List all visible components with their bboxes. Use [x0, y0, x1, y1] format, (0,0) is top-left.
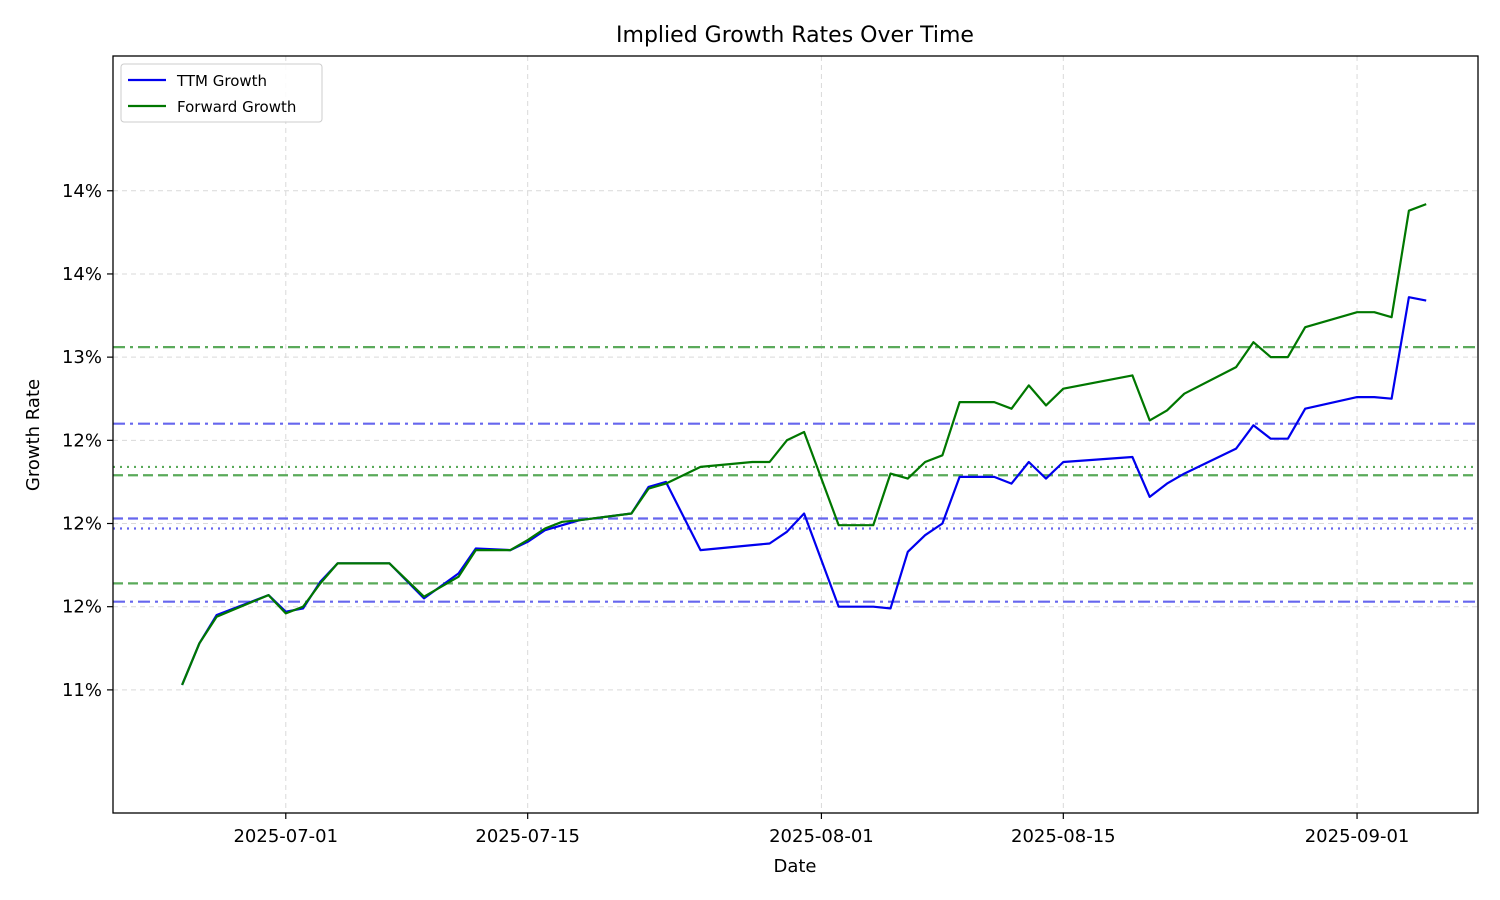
- x-tick-label: 2025-09-01: [1305, 826, 1410, 847]
- y-tick-label: 14%: [62, 181, 102, 202]
- chart-title: Implied Growth Rates Over Time: [616, 23, 974, 48]
- y-tick-label: 12%: [62, 597, 102, 618]
- x-tick-label: 2025-07-01: [233, 826, 338, 847]
- y-tick-label: 14%: [62, 264, 102, 285]
- series-lines: [181, 203, 1427, 686]
- x-tick-label: 2025-08-15: [1011, 826, 1116, 847]
- grid: [113, 56, 1478, 813]
- legend: TTM Growth Forward Growth: [120, 63, 323, 123]
- y-tick-label: 11%: [62, 680, 102, 701]
- legend-box: [120, 63, 323, 123]
- y-tick-label: 13%: [62, 347, 102, 368]
- y-axis-label: Growth Rate: [23, 379, 44, 491]
- legend-label-forward-growth: Forward Growth: [177, 98, 296, 116]
- legend-label-ttm-growth: TTM Growth: [176, 72, 267, 90]
- plot-frame: [112, 55, 1479, 814]
- series-line-forward-growth: [181, 203, 1427, 686]
- x-tick-label: 2025-08-01: [769, 826, 874, 847]
- x-axis-label: Date: [773, 856, 816, 877]
- y-tick-label: 12%: [62, 430, 102, 451]
- x-tick-label: 2025-07-15: [475, 826, 580, 847]
- axes: 2025-07-01 2025-07-15 2025-08-01 2025-08-15…: [62, 181, 1409, 847]
- reference-lines: [113, 346, 1478, 603]
- y-tick-label: 12%: [62, 514, 102, 535]
